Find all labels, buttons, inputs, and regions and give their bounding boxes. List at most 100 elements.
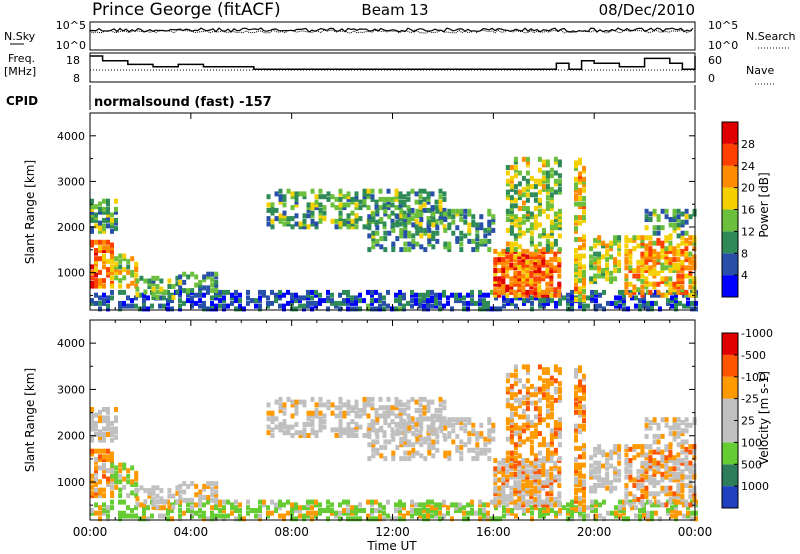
power-cell: [505, 217, 510, 222]
velocity-cell: [680, 469, 685, 475]
power-cell: [660, 276, 665, 282]
velocity-cell: [549, 381, 554, 387]
velocity-cell: [118, 487, 123, 493]
power-cell: [310, 218, 315, 224]
power-cell: [529, 225, 534, 231]
velocity-cell: [234, 505, 238, 511]
power-cell: [529, 238, 534, 244]
power-cell: [632, 268, 637, 273]
velocity-cell: [692, 471, 697, 477]
power-cell: [549, 241, 554, 247]
power-cell: [509, 225, 514, 231]
power-cell: [553, 189, 558, 195]
velocity-cell: [427, 428, 432, 434]
power-cell: [258, 298, 262, 304]
velocity-cell: [382, 433, 387, 438]
velocity-cell: [463, 422, 468, 428]
velocity-cell: [517, 474, 522, 480]
power-cell: [582, 215, 586, 221]
power-cell: [302, 295, 306, 301]
power-cell: [646, 303, 650, 309]
power-cell: [529, 273, 534, 279]
power-cell: [399, 230, 404, 236]
power-cell: [505, 227, 510, 233]
velocity-cell: [371, 425, 376, 431]
velocity-cell: [386, 396, 391, 402]
power-cell: [654, 289, 658, 295]
power-cell: [483, 227, 488, 233]
power-cell: [411, 233, 416, 239]
power-cell: [487, 211, 492, 217]
power-cell: [652, 284, 657, 290]
power-cell: [386, 199, 391, 205]
power-cell: [122, 253, 127, 259]
power-cell: [114, 264, 119, 270]
power-cell: [597, 254, 602, 260]
velocity-cell: [513, 372, 518, 378]
velocity-cell: [605, 466, 610, 472]
velocity-cell: [378, 508, 382, 513]
power-cell: [570, 298, 574, 304]
power-cell: [549, 270, 554, 276]
power-cell: [438, 207, 443, 213]
velocity-cell: [525, 364, 530, 370]
velocity-cell: [403, 422, 408, 428]
velocity-cell: [362, 399, 367, 405]
velocity-cell: [186, 497, 191, 503]
velocity-cell: [684, 466, 689, 472]
velocity-cell: [367, 431, 372, 437]
velocity-cell: [680, 499, 685, 505]
velocity-cell: [537, 463, 542, 469]
power-cell: [597, 273, 602, 279]
power-cell: [644, 257, 649, 263]
velocity-cell: [471, 456, 476, 462]
power-cell: [178, 298, 182, 304]
power-cell: [680, 211, 685, 217]
power-cell: [102, 223, 106, 229]
power-cell: [134, 295, 138, 301]
velocity-cell: [574, 487, 578, 493]
power-cell: [674, 298, 678, 304]
velocity-cell: [676, 477, 681, 483]
velocity-cell: [106, 426, 110, 432]
velocity-cell: [501, 485, 506, 491]
velocity-cell: [431, 425, 436, 431]
velocity-cell: [660, 463, 665, 469]
velocity-cell: [513, 483, 518, 488]
power-cell: [398, 199, 403, 205]
power-cell: [294, 191, 299, 197]
velocity-cell: [102, 418, 106, 424]
velocity-cell: [582, 451, 586, 457]
velocity-cell: [574, 465, 578, 471]
velocity-cell: [222, 508, 226, 513]
power-cell: [426, 298, 430, 304]
velocity-cell: [110, 473, 115, 479]
velocity-cell: [214, 495, 219, 500]
power-cell: [402, 306, 406, 312]
velocity-cell: [509, 471, 514, 477]
velocity-cell: [306, 513, 310, 519]
velocity-cell: [525, 471, 530, 477]
velocity-cell: [350, 505, 354, 511]
velocity-cell: [694, 516, 698, 522]
velocity-cell: [624, 494, 629, 500]
velocity-cell: [186, 502, 190, 508]
velocity-cell: [90, 434, 94, 440]
velocity-cell: [493, 502, 498, 508]
velocity-cell: [134, 473, 139, 479]
power-cell: [514, 295, 518, 301]
velocity-cell: [342, 499, 346, 505]
velocity-cell: [186, 508, 190, 513]
velocity-cell: [266, 410, 271, 416]
velocity-cell: [354, 424, 359, 430]
power-cell: [182, 300, 186, 306]
power-cell: [166, 298, 170, 304]
velocity-cell: [122, 462, 127, 468]
power-cell: [386, 205, 391, 211]
power-cell: [513, 281, 518, 287]
velocity-cell: [654, 502, 658, 508]
velocity-cell: [640, 452, 645, 458]
power-cell: [458, 298, 462, 304]
velocity-cell: [338, 396, 343, 402]
power-cell: [118, 264, 123, 270]
